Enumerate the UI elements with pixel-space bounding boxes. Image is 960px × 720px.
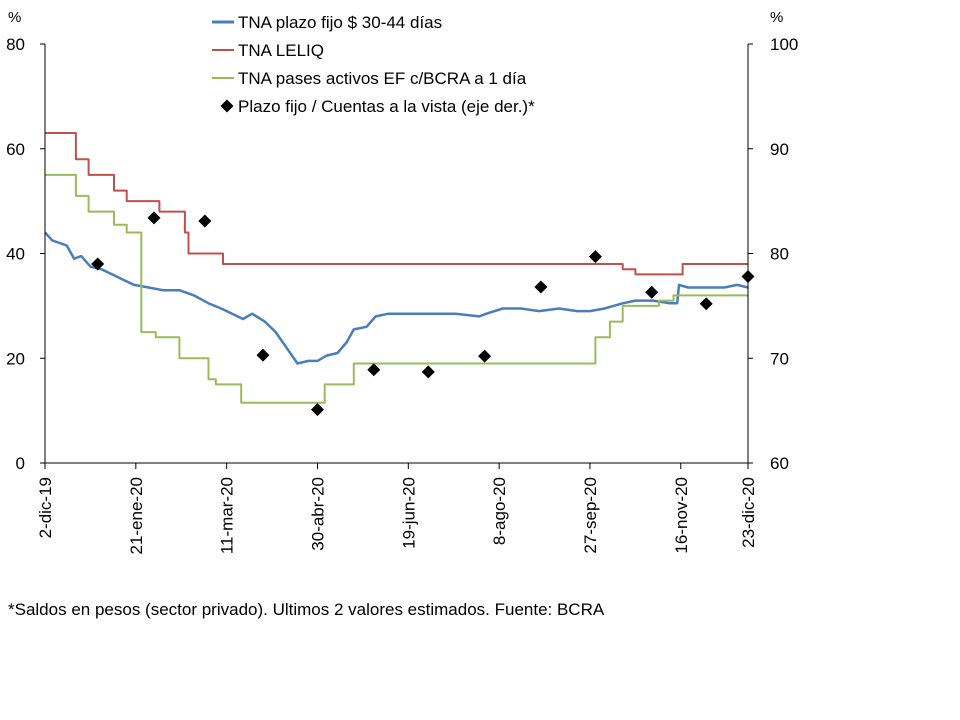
series-line-0: [44, 231, 749, 365]
y-right-tick-label: 70: [770, 349, 789, 368]
y-left-tick-label: 40: [6, 245, 25, 264]
data-point-marker: [645, 285, 659, 299]
y-left-tick-label: 0: [16, 454, 25, 473]
y-right-unit-label: %: [770, 9, 783, 26]
axes: 0 20 40 60 80 60 70 80 90 100 2-dic-19 21-ene-20 11-…: [6, 35, 798, 555]
data-point-marker: [198, 214, 212, 228]
legend: TNA plazo fijo $ 30-44 días TNA LELIQ TNA …: [212, 13, 535, 116]
data-point-marker: [256, 348, 270, 362]
legend-marker: [220, 99, 234, 113]
data-point-marker: [91, 257, 105, 271]
series-line-2: [45, 173, 748, 404]
data-point-marker: [310, 403, 324, 417]
data-point-marker: [588, 250, 602, 264]
y-left-tick-label: 80: [6, 35, 25, 54]
footnote: *Saldos en pesos (sector privado). Ultim…: [8, 600, 605, 619]
x-tick-label: 21-ene-20: [127, 477, 146, 555]
x-tick-label: 19-jun-20: [399, 477, 418, 549]
legend-label: TNA LELIQ: [238, 41, 324, 60]
x-tick-label: 30-abr-20: [308, 477, 327, 551]
y-left-tick-label: 60: [6, 140, 25, 159]
data-point-marker: [147, 211, 161, 225]
x-tick-label: 8-ago-20: [490, 477, 509, 545]
chart: % % 0 20 40 60 80 60 70 80 90 100 2-dic-19 21-ene-2…: [6, 9, 798, 555]
data-point-marker: [421, 365, 435, 379]
series-line-1: [45, 132, 748, 276]
x-tick-label: 11-mar-20: [218, 477, 237, 554]
y-right-tick-label: 80: [770, 245, 789, 264]
data-point-marker: [699, 297, 713, 311]
x-tick-label: 16-nov-20: [672, 477, 691, 554]
y-right-tick-label: 100: [770, 35, 798, 54]
x-tick-label: 2-dic-19: [36, 477, 55, 538]
y-right-tick-label: 60: [770, 454, 789, 473]
x-tick-label: 27-sep-20: [581, 477, 600, 554]
legend-label: Plazo fijo / Cuentas a la vista (eje der…: [238, 97, 535, 116]
x-tick-label: 23-dic-20: [739, 477, 758, 548]
data-point-marker: [534, 280, 548, 294]
y-left-tick-label: 20: [6, 349, 25, 368]
series-markers: [91, 211, 755, 417]
legend-label: TNA pases activos EF c/BCRA a 1 día: [238, 69, 527, 88]
y-left-unit-label: %: [8, 9, 21, 26]
legend-label: TNA plazo fijo $ 30-44 días: [238, 13, 442, 32]
y-right-tick-label: 90: [770, 140, 789, 159]
data-point-marker: [367, 363, 381, 377]
data-point-marker: [478, 349, 492, 363]
series-lines: [44, 132, 749, 404]
